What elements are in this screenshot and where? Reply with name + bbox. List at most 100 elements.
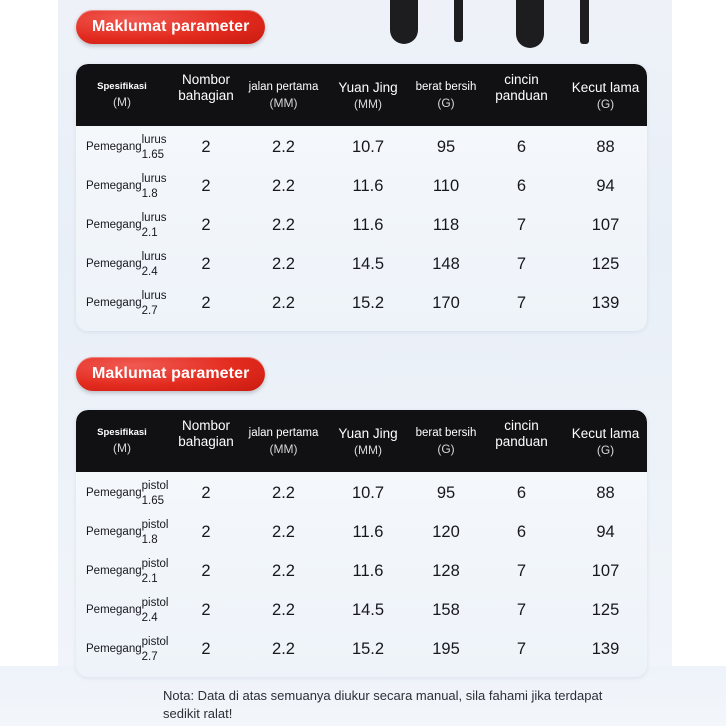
cell-yuan-jing: 11.6: [352, 562, 384, 580]
table-row: Pemegang lurus 1.65 2 2.2 10.7 95 6 88: [76, 128, 647, 167]
cell-berat-bersih: 110: [432, 177, 460, 195]
cell-jalan-pertama: 2.2: [272, 523, 295, 541]
cell-yuan-jing: 11.6: [352, 523, 384, 541]
cell-kecut-lama: 88: [596, 138, 615, 156]
cell-jalan-pertama: 2.2: [272, 601, 295, 619]
cell-yuan-jing: 11.6: [352, 177, 384, 195]
column-header-berat-bersih: berat bersih (G): [415, 427, 477, 456]
cell-yuan-jing: 14.5: [351, 601, 385, 619]
table-row: Pemegang pistol 2.1 2 2.2 11.6 128 7 107: [76, 552, 647, 591]
cell-spesifikasi: Pemegang pistol 2.7: [86, 636, 169, 663]
cell-jalan-pertama: 2.2: [272, 138, 295, 156]
table-two-body: Pemegang pistol 1.65 2 2.2 10.7 95 6 88 P…: [76, 472, 647, 677]
column-header-kecut-lama: Kecut lama (G): [571, 79, 640, 112]
cell-berat-bersih: 95: [436, 138, 456, 156]
cell-kecut-lama: 88: [596, 484, 615, 502]
table-row: Pemegang pistol 2.4 2 2.2 14.5 158 7 125: [76, 591, 647, 630]
cell-kecut-lama: 94: [596, 523, 615, 541]
cell-cincin-panduan: 7: [516, 255, 527, 273]
cell-spesifikasi: Pemegang pistol 1.65: [86, 480, 169, 507]
cell-berat-bersih: 195: [432, 640, 460, 658]
section-badge-one: Maklumat parameter: [76, 10, 266, 44]
table-row: Pemegang lurus 2.4 2 2.2 14.5 148 7 125: [76, 245, 647, 284]
cell-kecut-lama: 125: [591, 601, 620, 619]
cell-jalan-pertama: 2.2: [272, 562, 295, 580]
table-one-body: Pemegang lurus 1.65 2 2.2 10.7 95 6 88 Pe…: [76, 126, 647, 331]
cell-kecut-lama: 125: [591, 255, 620, 273]
cell-jalan-pertama: 2.2: [272, 177, 295, 195]
cell-jalan-pertama: 2.2: [272, 294, 295, 312]
cell-berat-bersih: 95: [436, 484, 456, 502]
column-header-cincin-panduan: cincin panduan: [495, 72, 548, 103]
cell-yuan-jing: 11.6: [352, 216, 384, 234]
cell-cincin-panduan: 6: [516, 523, 527, 541]
rod-grip-shape: [390, 0, 418, 44]
cell-nombor-bahagian: 2: [201, 177, 211, 195]
cell-kecut-lama: 139: [591, 640, 620, 658]
column-header-kecut-lama: Kecut lama (G): [571, 425, 640, 458]
cell-cincin-panduan: 7: [516, 601, 527, 619]
cell-spesifikasi: Pemegang pistol 2.1: [86, 558, 169, 585]
cell-kecut-lama: 139: [591, 294, 620, 312]
column-header-nombor-bahagian: Nombor bahagian: [178, 418, 234, 449]
cell-yuan-jing: 15.2: [351, 640, 385, 658]
table-row: Pemegang pistol 1.65 2 2.2 10.7 95 6 88: [76, 474, 647, 513]
measurement-note: Nota: Data di atas semuanya diukur secar…: [163, 688, 603, 721]
cell-cincin-panduan: 6: [516, 138, 527, 156]
cell-cincin-panduan: 7: [516, 640, 527, 658]
rod-grip-shape: [454, 0, 463, 42]
cell-spesifikasi: Pemegang lurus 2.4: [86, 251, 167, 278]
cell-yuan-jing: 14.5: [351, 255, 385, 273]
cell-cincin-panduan: 7: [516, 216, 527, 234]
cell-yuan-jing: 10.7: [351, 484, 385, 502]
column-header-spesifikasi: Spesifikasi (M): [97, 81, 147, 109]
cell-berat-bersih: 148: [432, 255, 460, 273]
column-header-spesifikasi: Spesifikasi (M): [97, 427, 147, 455]
column-header-nombor-bahagian: Nombor bahagian: [178, 72, 234, 103]
cell-jalan-pertama: 2.2: [272, 216, 295, 234]
table-row: Pemegang lurus 2.7 2 2.2 15.2 170 7 139: [76, 284, 647, 323]
section-badge-two: Maklumat parameter: [76, 357, 266, 391]
parameter-table-one: Spesifikasi (M) Nombor bahagian jalan pe…: [76, 64, 647, 331]
cell-yuan-jing: 10.7: [351, 138, 385, 156]
cell-kecut-lama: 107: [591, 562, 620, 580]
cell-spesifikasi: Pemegang lurus 2.7: [86, 290, 167, 317]
cell-nombor-bahagian: 2: [201, 138, 211, 156]
cell-nombor-bahagian: 2: [201, 216, 211, 234]
cell-jalan-pertama: 2.2: [272, 255, 295, 273]
cell-nombor-bahagian: 2: [201, 484, 211, 502]
cell-berat-bersih: 118: [432, 216, 460, 234]
cell-berat-bersih: 158: [432, 601, 460, 619]
cell-cincin-panduan: 7: [516, 294, 527, 312]
cell-nombor-bahagian: 2: [201, 294, 211, 312]
product-photo-strip: [58, 0, 672, 50]
cell-nombor-bahagian: 2: [201, 601, 211, 619]
cell-spesifikasi: Pemegang pistol 1.8: [86, 519, 169, 546]
cell-nombor-bahagian: 2: [201, 640, 211, 658]
cell-spesifikasi: Pemegang lurus 1.65: [86, 134, 167, 161]
cell-kecut-lama: 94: [596, 177, 615, 195]
rod-grip-shape: [580, 0, 589, 44]
column-header-yuan-jing: Yuan Jing (MM): [338, 425, 398, 458]
column-header-yuan-jing: Yuan Jing (MM): [338, 79, 398, 112]
column-header-jalan-pertama: jalan pertama (MM): [248, 81, 319, 110]
column-header-jalan-pertama: jalan pertama (MM): [248, 427, 319, 456]
cell-yuan-jing: 15.2: [351, 294, 385, 312]
cell-nombor-bahagian: 2: [201, 523, 211, 541]
table-row: Pemegang lurus 2.1 2 2.2 11.6 118 7 107: [76, 206, 647, 245]
column-header-berat-bersih: berat bersih (G): [415, 81, 477, 110]
cell-berat-bersih: 120: [432, 523, 460, 541]
table-one-header-row: Spesifikasi (M) Nombor bahagian jalan pe…: [76, 64, 647, 126]
rod-grip-shape: [516, 0, 544, 48]
cell-cincin-panduan: 6: [516, 177, 527, 195]
cell-cincin-panduan: 7: [516, 562, 527, 580]
cell-nombor-bahagian: 2: [201, 562, 211, 580]
cell-spesifikasi: Pemegang pistol 2.4: [86, 597, 169, 624]
table-two-header-row: Spesifikasi (M) Nombor bahagian jalan pe…: [76, 410, 647, 472]
table-row: Pemegang pistol 2.7 2 2.2 15.2 195 7 139: [76, 630, 647, 669]
table-row: Pemegang pistol 1.8 2 2.2 11.6 120 6 94: [76, 513, 647, 552]
cell-jalan-pertama: 2.2: [272, 640, 295, 658]
cell-kecut-lama: 107: [591, 216, 620, 234]
cell-berat-bersih: 128: [432, 562, 460, 580]
